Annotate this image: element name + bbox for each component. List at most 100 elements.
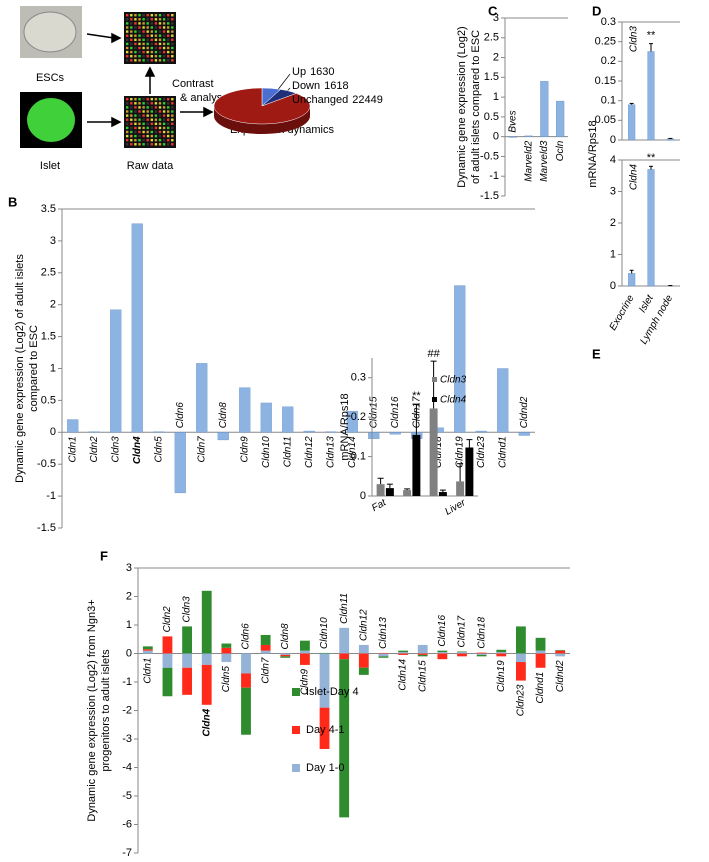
bar-segment (162, 667, 173, 697)
spot (158, 98, 162, 101)
spot (167, 126, 170, 130)
spot (158, 143, 162, 146)
spot (138, 26, 141, 29)
spot (150, 110, 153, 113)
bar-segment (260, 644, 271, 651)
spot (158, 18, 162, 21)
y-tick-label: 0.1 (351, 450, 366, 462)
spot (126, 22, 129, 25)
bar-segment (241, 673, 251, 688)
bar-segment (516, 626, 526, 654)
spot (130, 38, 133, 41)
y-tick-label: -5 (122, 790, 132, 802)
diagram-label: Islet (40, 160, 60, 172)
spot (158, 46, 162, 50)
spot (146, 26, 149, 29)
spot (150, 139, 153, 142)
y-tick-label: 0 (126, 647, 132, 659)
bar (628, 273, 636, 287)
bar-segment (300, 653, 310, 665)
bar-segment (555, 653, 566, 657)
spot (142, 118, 145, 121)
bar-segment (221, 653, 232, 663)
spot (167, 118, 170, 121)
bar-segment (516, 653, 526, 663)
legend-label: Islet-Day 4 (306, 686, 359, 698)
bar-segment (378, 656, 389, 658)
arrow (86, 33, 115, 39)
spot (154, 130, 158, 134)
x-tick-label: Cldn14 (398, 659, 409, 691)
spot (126, 30, 129, 33)
spot (134, 122, 137, 125)
spot (130, 126, 133, 130)
y-tick-label: 3.5 (41, 203, 56, 215)
y-tick-label: 0.1 (601, 95, 616, 107)
spot (138, 55, 141, 58)
x-tick-label: Cldn2 (162, 606, 173, 633)
spot (150, 102, 153, 105)
islet-cell (27, 98, 75, 142)
bar (260, 402, 272, 433)
x-tick-label: Cldn10 (261, 436, 272, 468)
spot (167, 30, 170, 33)
x-tick-label: Cldn6 (175, 402, 186, 429)
bar (217, 432, 229, 441)
bar-segment (398, 653, 408, 655)
spot (134, 34, 137, 37)
spot (146, 22, 149, 25)
bar-segment (437, 650, 448, 653)
spot (146, 42, 149, 46)
spot (167, 55, 170, 58)
y-axis-label: Dynamic gene expression (Log2) of adult … (14, 254, 26, 483)
spot (167, 26, 170, 29)
spot (130, 26, 133, 29)
spot (138, 38, 141, 41)
spot (138, 42, 141, 46)
spot (146, 106, 149, 109)
y-tick-label: -7 (122, 847, 132, 859)
spot (158, 130, 162, 134)
bar-segment (339, 659, 350, 818)
spot (142, 98, 145, 101)
bar (346, 411, 358, 433)
legend-value: 1630 (310, 66, 334, 78)
bar-segment (417, 654, 428, 657)
spot (146, 46, 149, 50)
bar-segment (339, 653, 350, 660)
bar (282, 406, 294, 433)
y-axis-label: Dynamic gene expression (Log2) (456, 26, 468, 187)
bar-segment (221, 643, 232, 648)
spot (167, 98, 170, 101)
spot (126, 114, 129, 117)
spot (171, 102, 174, 105)
spot (130, 114, 133, 117)
spot (154, 59, 158, 62)
x-tick-label: Cldn16 (437, 615, 448, 647)
spot (146, 102, 149, 105)
spot (162, 30, 166, 33)
spot (134, 130, 137, 134)
spot (150, 59, 153, 62)
panel-label: C (488, 3, 498, 18)
spot (134, 50, 137, 54)
spot (171, 34, 174, 37)
spot (134, 118, 137, 121)
bar (110, 309, 122, 433)
bar (647, 51, 655, 141)
x-tick-label: Cldn9 (300, 668, 311, 695)
bar-segment (358, 644, 369, 654)
bar-segment (496, 653, 507, 657)
spot (154, 14, 158, 17)
spot (154, 42, 158, 46)
spot (150, 18, 153, 21)
spot (167, 122, 170, 125)
spot (134, 30, 137, 33)
spot (167, 14, 170, 17)
spot (146, 59, 149, 62)
spot (126, 143, 129, 146)
spot (158, 134, 162, 138)
y-tick-label: 2 (610, 217, 616, 229)
spot (126, 38, 129, 41)
spot (142, 139, 145, 142)
